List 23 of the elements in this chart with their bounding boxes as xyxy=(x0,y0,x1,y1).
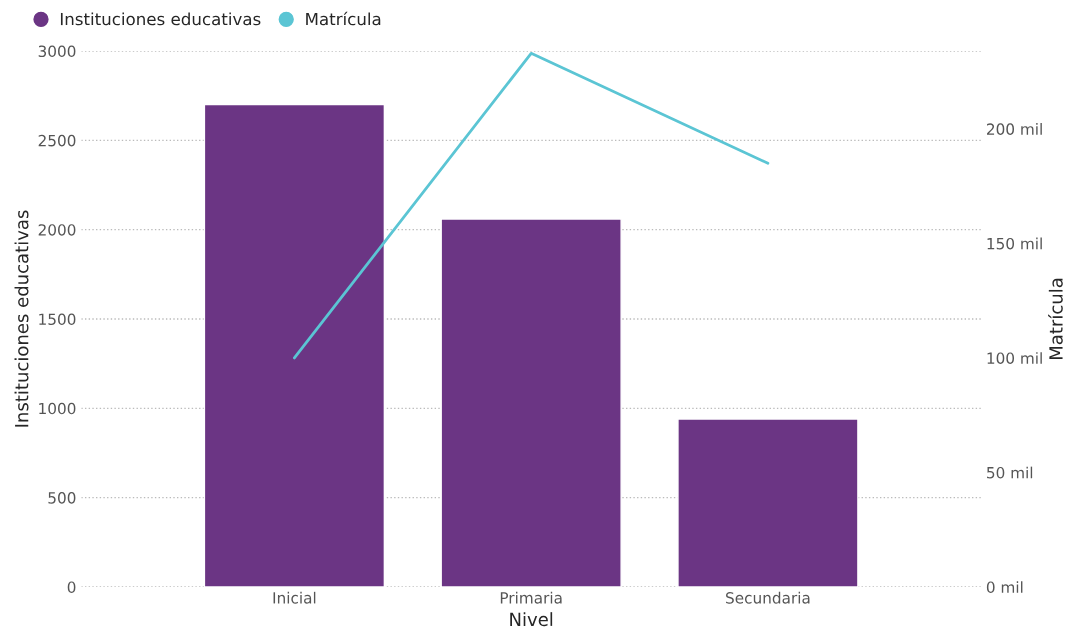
y-tick-label: 3000 xyxy=(38,45,76,58)
y2-tick-label: 0 mil xyxy=(986,581,1023,593)
y2-axis-title: Matrícula xyxy=(1048,278,1063,360)
y-tick-label: 500 xyxy=(48,492,76,504)
x-tick-label: Secundaria xyxy=(726,591,810,604)
bar xyxy=(677,418,859,587)
x-axis-title: Nivel xyxy=(510,612,553,627)
legend-label: Matrícula xyxy=(306,11,381,26)
bar xyxy=(440,218,622,587)
y-tick-label: 1500 xyxy=(39,313,76,326)
y2-tick-label: 100 mil xyxy=(987,352,1042,364)
x-tick-label: Inicial xyxy=(273,591,316,604)
y-tick-label: 2000 xyxy=(38,224,76,236)
x-tick-label: Primaria xyxy=(500,591,562,604)
y-tick-label: 1000 xyxy=(39,402,76,415)
y-tick-label: 2500 xyxy=(38,134,76,147)
y2-tick-label: 200 mil xyxy=(987,123,1042,135)
bar xyxy=(203,103,386,587)
y2-tick-label: 50 mil xyxy=(987,466,1033,479)
y-axis-title: Instituciones educativas xyxy=(14,210,29,427)
y-tick-label: 0 xyxy=(67,581,76,593)
legend-label: Instituciones educativas xyxy=(60,12,261,26)
y2-tick-label: 150 mil xyxy=(987,237,1042,250)
